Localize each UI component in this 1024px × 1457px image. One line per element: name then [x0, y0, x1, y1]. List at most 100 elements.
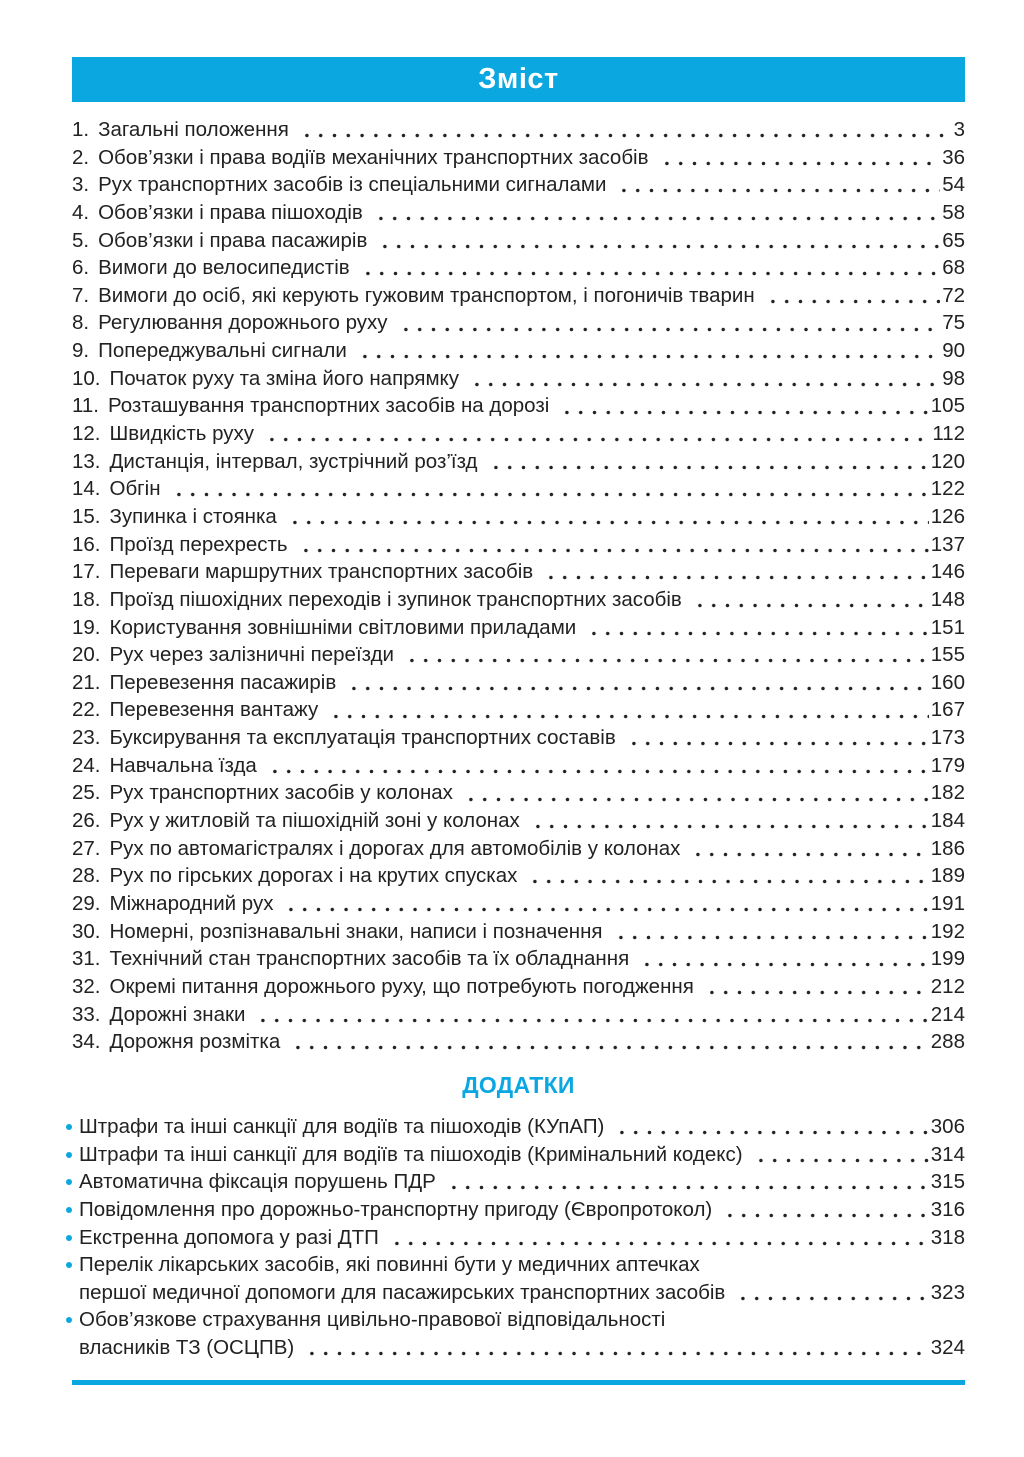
toc-entry-number: 4.	[72, 200, 90, 224]
appendix-heading: ДОДАТКИ	[462, 1072, 575, 1098]
appendix-entry-content: Штрафи та інші санкції для водіїв та піш…	[79, 1113, 965, 1141]
appendix-entry-page: 323	[930, 1280, 965, 1304]
dot-leader	[280, 889, 929, 918]
toc-entry: 32. Окремі питання дорожнього руху, що по…	[72, 972, 965, 1001]
toc-entry-title: Дорожня розмітка	[109, 1030, 281, 1054]
toc-entry-title: Попереджувальні сигнали	[98, 339, 347, 363]
toc-entry: 2. Обов’язки і права водіїв механічних тр…	[72, 143, 965, 172]
dot-leader	[325, 696, 929, 725]
toc-entry-title: Перевезення пасажирів	[109, 670, 337, 694]
toc-entry: 15. Зупинка і стоянка 126	[72, 502, 965, 531]
toc-entry-page: 98	[942, 366, 965, 390]
toc-entry-page: 65	[942, 228, 965, 252]
bullet-icon	[66, 1234, 72, 1241]
dot-leader	[556, 392, 929, 421]
appendix-entry-text: Повідомлення про дорожньо-транспортну пр…	[79, 1197, 713, 1221]
toc-entry-title: Рух у житловій та пішохідній зоні у коло…	[109, 809, 520, 833]
appendix-entry-text: Екстренна допомога у разі ДТП	[79, 1225, 379, 1249]
toc-entry: 16. Проїзд перехресть 137	[72, 530, 965, 559]
toc-entry-page: 146	[930, 560, 965, 584]
toc-entry-number: 19.	[72, 615, 101, 639]
appendix-entry-page: 316	[930, 1197, 965, 1221]
toc-entry: 4. Обов’язки і права пішоходів 58	[72, 198, 965, 227]
toc-entry-number: 11.	[72, 394, 99, 418]
toc-entry-title: Початок руху та зміна його напрямку	[109, 366, 460, 390]
toc-entry: 11. Розташування транспортних засобів на …	[72, 392, 965, 421]
dot-leader	[263, 751, 929, 780]
toc-entry-title: Міжнародний рух	[109, 891, 274, 915]
toc-entry-number: 28.	[72, 864, 101, 888]
toc-entry-number: 18.	[72, 587, 101, 611]
toc-entry-title: Дистанція, інтервал, зустрічний роз’їзд	[109, 449, 478, 473]
toc-entry: 27. Рух по автомагістралях і дорогах для …	[72, 834, 965, 863]
toc-entry-title: Перевезення вантажу	[109, 698, 319, 722]
toc-entry-number: 31.	[72, 947, 101, 971]
dot-leader	[732, 1278, 929, 1307]
dot-leader	[343, 668, 929, 697]
toc-entry-title: Окремі питання дорожнього руху, що потре…	[109, 974, 694, 998]
toc-entry: 24. Навчальна їзда 179	[72, 751, 965, 780]
bullet-icon	[66, 1124, 72, 1130]
toc-entry-page: 155	[930, 643, 965, 667]
toc-entry-title: Буксирування та експлуатація транспортни…	[109, 726, 616, 750]
toc-entry-number: 13.	[72, 449, 101, 473]
toc-entry-page: 58	[942, 200, 965, 224]
dot-leader	[301, 1334, 929, 1362]
appendix-entry-content: Повідомлення про дорожньо-транспортну пр…	[79, 1195, 965, 1224]
appendix-entry-page: 324	[930, 1336, 965, 1360]
toc-entry-title: Вимоги до велосипедистів	[98, 256, 350, 280]
bullet-icon	[66, 1151, 72, 1158]
toc-entry: 28. Рух по гірських дорогах і на крутих с…	[72, 862, 965, 890]
appendix-entry-text: Штрафи та інші санкції для водіїв та піш…	[79, 1142, 743, 1166]
toc-entry-number: 29.	[72, 891, 101, 915]
toc-entry: 12. Швидкість руху 112	[72, 420, 965, 448]
dot-leader	[526, 807, 929, 835]
toc-entry-number: 23.	[72, 726, 101, 750]
toc-entry-title: Рух через залізничні переїзди	[109, 643, 395, 667]
dot-leader	[636, 945, 929, 973]
toc-entry-title: Обгін	[109, 477, 161, 501]
bottom-rule	[72, 1380, 965, 1385]
toc-entry-page: 112	[932, 422, 965, 446]
toc-entry-page: 36	[942, 145, 965, 169]
toc-entry-page: 3	[953, 118, 965, 141]
dot-leader	[749, 1140, 929, 1169]
bullet-icon	[66, 1262, 72, 1269]
toc-entry: 10. Початок руху та зміна його напрямку 98	[72, 364, 965, 393]
toc-entry: 30. Номерні, розпізнавальні знаки, написи…	[72, 917, 965, 946]
bullet-icon	[66, 1179, 72, 1186]
appendix-entry-row: Повідомлення про дорожньо-транспортну пр…	[79, 1195, 965, 1224]
toc-entry-number: 9.	[72, 339, 90, 363]
toc-entry-title: Номерні, розпізнавальні знаки, написи і …	[109, 919, 603, 943]
toc-entry: 9. Попереджувальні сигнали 90	[72, 337, 965, 365]
toc-entry-number: 2.	[72, 145, 90, 169]
appendix-entry-text: Обов’язкове страхування цивільно-правово…	[79, 1308, 666, 1332]
appendix-entry: Автоматична фіксація порушень ПДР 315	[66, 1168, 965, 1196]
toc-entry: 21. Перевезення пасажирів 160	[72, 668, 965, 697]
toc-entry-number: 1.	[72, 118, 90, 141]
dot-leader	[294, 530, 929, 559]
toc-entry: 33. Дорожні знаки 214	[72, 1000, 965, 1029]
appendix-entry-text: Автоматична фіксація порушень ПДР	[79, 1170, 436, 1194]
toc-entry-page: 160	[930, 670, 965, 694]
toc-entry-page: 182	[930, 781, 965, 805]
appendix-entry: Штрафи та інші санкції для водіїв та піш…	[66, 1140, 965, 1169]
dot-leader	[287, 1028, 929, 1056]
toc-entry-number: 25.	[72, 781, 101, 805]
toc-entry-number: 26.	[72, 809, 101, 833]
toc-entry-page: 90	[942, 339, 965, 363]
dot-leader	[401, 641, 929, 669]
toc-entry-page: 54	[942, 173, 965, 197]
toc-entry-page: 167	[930, 698, 965, 722]
dot-leader	[719, 1195, 929, 1224]
appendix-entry-page: 306	[930, 1115, 965, 1138]
dot-leader	[622, 724, 929, 752]
toc-entry-number: 14.	[72, 477, 101, 501]
toc-entry: 6. Вимоги до велосипедистів 68	[72, 254, 965, 282]
toc-entry: 23. Буксирування та експлуатація транспор…	[72, 724, 965, 752]
appendix-entry: Повідомлення про дорожньо-транспортну пр…	[66, 1195, 965, 1224]
dot-leader	[611, 1113, 929, 1141]
toc-entry-page: 137	[930, 532, 965, 556]
appendix-entry-content: Перелік лікарських засобів, які повинні …	[79, 1251, 965, 1307]
toc-entry-title: Швидкість руху	[109, 422, 255, 446]
